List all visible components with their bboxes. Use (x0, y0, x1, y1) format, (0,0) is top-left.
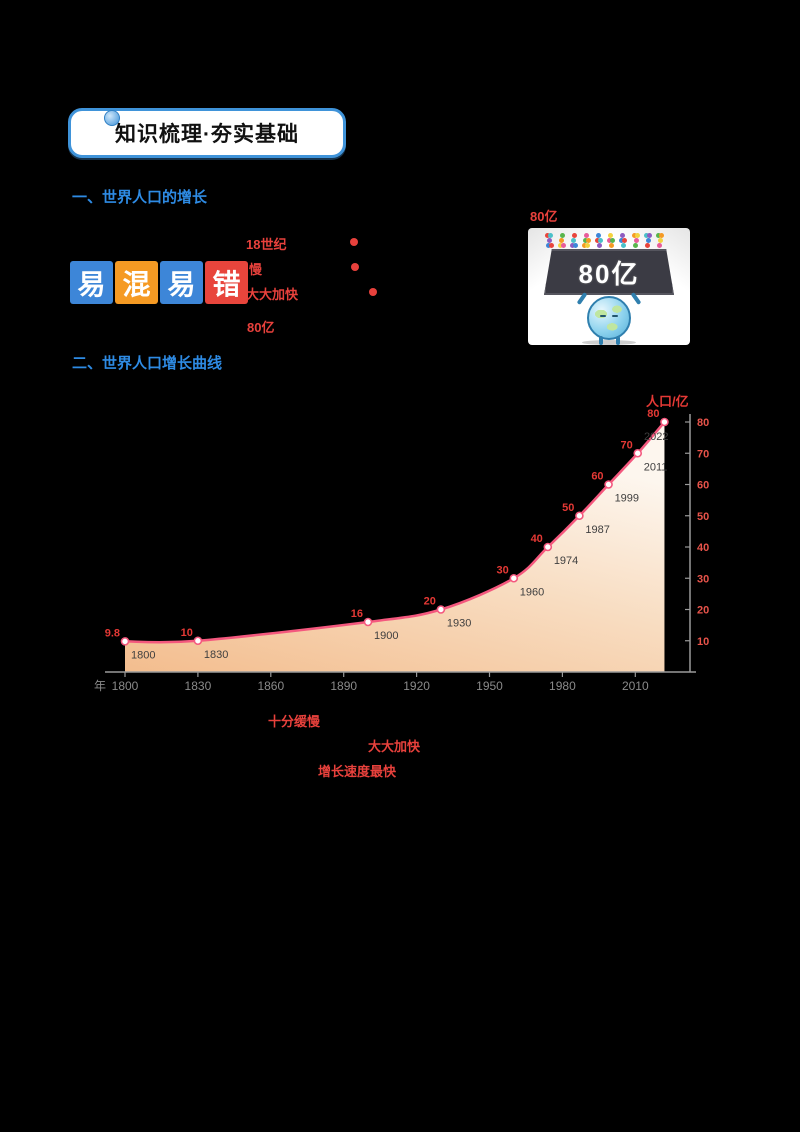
y-tick-label: 10 (697, 636, 709, 648)
answer-4: 80亿 (247, 320, 275, 335)
mixup-char: 错 (205, 261, 248, 304)
year-label: 1960 (520, 586, 544, 598)
x-tick-label: 1980 (549, 679, 576, 693)
x-tick-label: 2010 (622, 679, 649, 693)
subsection-2-title: 二、世界人口增长曲线 (72, 355, 223, 372)
y-tick-label: 40 (697, 542, 709, 554)
y-axis-title: 人口/亿 (646, 394, 689, 409)
answer-3: 大大加快 (246, 287, 299, 302)
answer-marker-1 (350, 238, 358, 246)
value-label: 20 (424, 596, 436, 608)
globe-character-icon (587, 296, 631, 340)
y-tick-label: 20 (697, 605, 709, 617)
data-point (660, 417, 669, 427)
value-label: 70 (620, 439, 632, 451)
answer-top-right: 80亿 (530, 209, 558, 224)
value-label: 10 (181, 627, 193, 639)
data-point (120, 637, 130, 646)
section-header-badge: 知识梳理·夯实基础 (68, 108, 346, 158)
population-sign-text: 80亿 (578, 258, 640, 289)
year-label: 2011 (644, 461, 668, 473)
answer-1: 18世纪 (246, 237, 287, 252)
data-point (436, 605, 446, 614)
year-label: 1974 (554, 555, 578, 567)
x-tick-label: 1920 (403, 679, 430, 693)
data-point (509, 573, 519, 583)
crowd-of-people-icon (545, 233, 673, 251)
year-label: 1900 (374, 630, 398, 642)
answer-marker-3 (369, 288, 377, 296)
mixup-char: 易 (160, 261, 203, 304)
year-label: 1999 (615, 493, 639, 505)
x-tick-label: 1860 (257, 679, 284, 693)
value-label: 16 (351, 608, 363, 620)
globe-leg-left (599, 336, 603, 345)
chart-area (125, 422, 665, 672)
globe-shadow (582, 340, 636, 345)
phase-annotation-fast: 大大加快 (368, 739, 421, 754)
value-label: 9.8 (105, 627, 120, 639)
y-tick-label: 50 (697, 511, 709, 523)
y-tick-label: 70 (697, 448, 709, 460)
year-label: 1830 (204, 649, 228, 661)
phase-annotation-fastest: 增长速度最快 (318, 764, 397, 779)
y-tick-label: 60 (697, 480, 709, 492)
badge-dot-icon (104, 110, 120, 126)
value-label: 50 (562, 502, 574, 514)
answer-2: 慢 (249, 262, 263, 277)
population-sign: 80亿 (544, 249, 674, 295)
data-point (633, 448, 643, 458)
year-label: 1987 (585, 524, 609, 536)
x-axis-unit: 年 (94, 679, 106, 693)
x-tick-label: 1950 (476, 679, 503, 693)
population-cartoon: 80亿 (528, 228, 690, 345)
year-label: 2022 (644, 431, 668, 443)
data-point (575, 511, 584, 521)
x-tick-label: 1830 (185, 679, 212, 693)
y-tick-label: 30 (697, 573, 709, 585)
value-label: 40 (531, 533, 543, 545)
data-point (193, 636, 203, 646)
x-tick-label: 1890 (330, 679, 357, 693)
population-growth-chart: 1800 1830 1860 1890 1920 1950 1980 2010年1020304… (94, 394, 709, 693)
mixup-char: 混 (115, 261, 158, 304)
mixup-badge: 易混易错 (70, 261, 248, 304)
phase-annotation-slow: 十分缓慢 (268, 714, 321, 729)
value-label: 60 (591, 471, 603, 483)
section-header-title: 知识梳理·夯实基础 (115, 123, 299, 146)
globe-leg-right (616, 336, 620, 345)
year-label: 1800 (131, 649, 155, 661)
answer-marker-2 (351, 263, 359, 271)
year-label: 1930 (447, 618, 471, 630)
subsection-1-title: 一、世界人口的增长 (72, 189, 208, 206)
y-tick-label: 80 (697, 417, 709, 429)
data-point (604, 480, 613, 489)
mixup-char: 易 (70, 261, 113, 304)
value-label: 80 (647, 408, 659, 420)
data-point (363, 617, 373, 627)
x-tick-label: 1800 (112, 679, 139, 693)
data-point (543, 542, 553, 552)
value-label: 30 (497, 564, 509, 576)
